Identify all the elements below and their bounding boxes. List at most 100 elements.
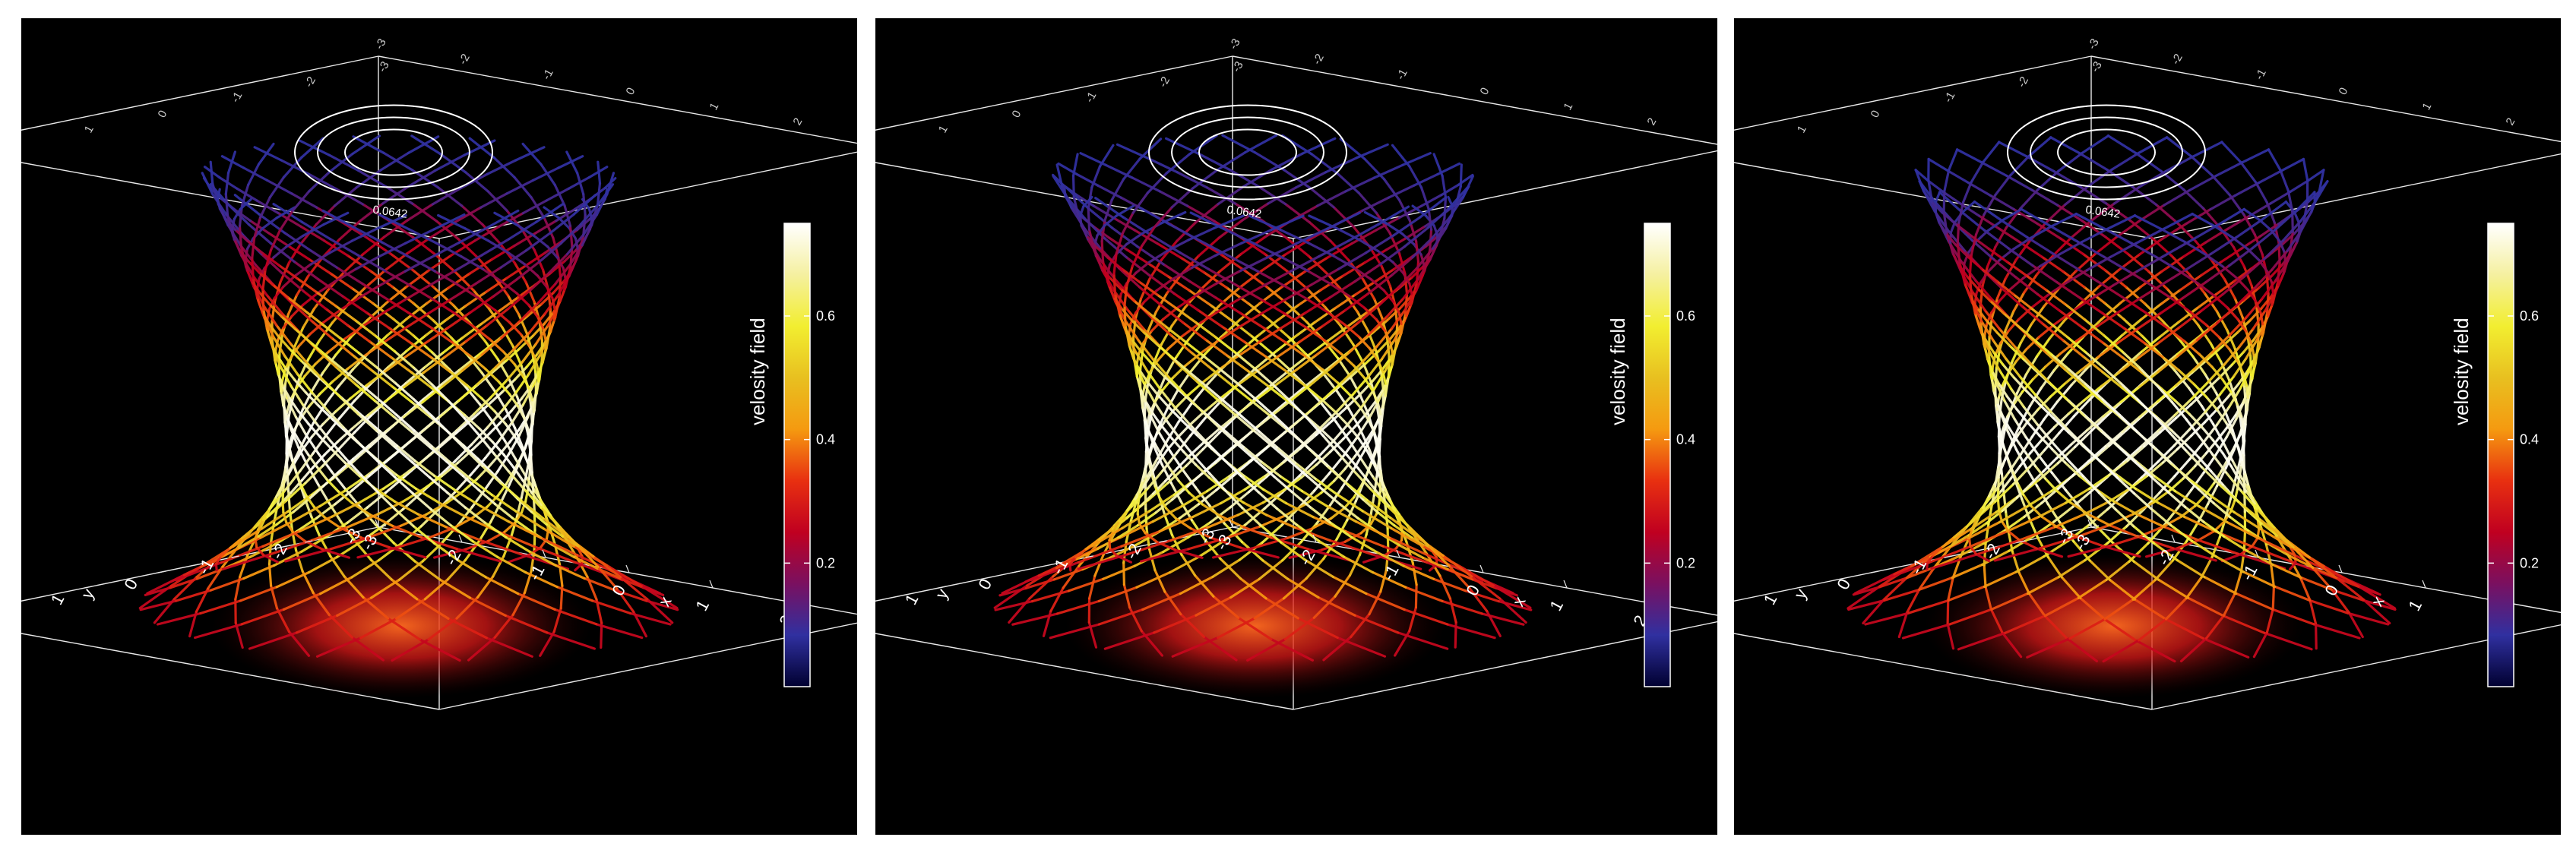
streamline-segment xyxy=(1953,525,1968,539)
streamline-segment xyxy=(2191,141,2223,158)
streamline-segment xyxy=(1171,266,1194,281)
streamline-segment xyxy=(2067,368,2087,386)
streamline-segment xyxy=(1228,168,1260,188)
streamline-segment xyxy=(2049,224,2079,243)
streamline-segment xyxy=(238,225,242,248)
streamline-segment xyxy=(1198,539,1225,558)
streamline-segment xyxy=(2188,412,2204,429)
streamline-segment xyxy=(1140,222,1163,235)
streamline-segment xyxy=(391,285,415,305)
streamline-segment xyxy=(1390,256,1414,277)
streamline-segment xyxy=(455,548,502,563)
streamline-segment xyxy=(1968,253,1973,276)
streamline-segment xyxy=(1011,612,1059,626)
streamline-segment xyxy=(2215,406,2231,426)
streamline-segment xyxy=(530,510,549,526)
streamline-segment xyxy=(619,576,649,601)
streamline-segment xyxy=(524,281,536,303)
streamline-segment xyxy=(251,257,255,280)
top-y-tick-label: 2 xyxy=(21,139,23,150)
streamline-segment xyxy=(556,274,571,296)
streamline-segment xyxy=(2050,471,2068,491)
streamline-segment xyxy=(1115,204,1135,217)
streamline-segment xyxy=(2081,220,2107,239)
streamline-segment xyxy=(1201,353,1222,371)
streamline-segment xyxy=(2042,457,2059,473)
streamline-segment xyxy=(414,487,441,504)
streamline-segment xyxy=(2264,543,2273,567)
streamline-segment xyxy=(534,220,558,235)
top-y-tick-label: -1 xyxy=(229,90,245,105)
streamline-segment xyxy=(1201,503,1221,517)
streamline-segment xyxy=(395,473,418,491)
streamline-segment xyxy=(1388,341,1394,355)
streamline-segment xyxy=(1176,371,1191,392)
streamline-segment xyxy=(2070,297,2093,314)
streamline-segment xyxy=(487,239,510,254)
streamline-segment xyxy=(216,197,221,210)
streamline-segment xyxy=(513,362,524,378)
streamline-segment xyxy=(2057,558,2087,579)
streamline-segment xyxy=(386,350,407,369)
streamline-segment xyxy=(2153,415,2172,434)
streamline-segment xyxy=(2087,513,2112,527)
streamline-segment xyxy=(1122,561,1125,586)
streamline-segment xyxy=(1380,264,1392,288)
streamline-segment xyxy=(1169,467,1180,482)
streamline-segment xyxy=(1918,576,1954,591)
streamline-segment xyxy=(430,445,452,464)
streamline-segment xyxy=(1968,273,1973,295)
streamline-segment xyxy=(248,223,273,245)
streamline-segment xyxy=(2011,469,2019,485)
streamline-segment xyxy=(2024,389,2041,406)
streamline-segment xyxy=(272,203,303,223)
streamline-segment xyxy=(2185,576,2203,599)
streamline-segment xyxy=(2302,199,2309,223)
streamline-segment xyxy=(429,476,449,494)
streamline-segment xyxy=(2007,453,2022,474)
streamline-segment xyxy=(568,225,574,248)
streamline-segment xyxy=(2064,461,2081,477)
streamline-segment xyxy=(1236,341,1260,358)
streamline-segment xyxy=(2139,430,2160,449)
streamline-segment xyxy=(469,295,495,314)
streamline-segment xyxy=(343,325,364,341)
streamline-segment xyxy=(383,356,406,373)
streamline-segment xyxy=(2261,323,2264,337)
streamline-segment xyxy=(1948,608,1993,626)
streamline-segment xyxy=(275,353,286,369)
streamline-segment xyxy=(2037,323,2055,339)
streamline-segment xyxy=(1353,365,1366,380)
streamline-segment xyxy=(2217,482,2240,504)
streamline-segment xyxy=(2233,510,2263,531)
streamline-segment xyxy=(1266,286,1290,306)
streamline-segment xyxy=(1306,288,1327,309)
streamline-segment xyxy=(1141,467,1147,482)
streamline-segment xyxy=(1274,415,1294,434)
streamline-segment xyxy=(2362,599,2397,611)
streamline-segment xyxy=(2051,236,2072,257)
streamline-segment xyxy=(1098,144,1115,168)
streamline-segment xyxy=(1147,381,1160,396)
streamline-segment xyxy=(540,163,556,186)
streamline-segment xyxy=(2119,286,2142,305)
streamline-segment xyxy=(1415,269,1426,292)
streamline-segment xyxy=(2036,169,2060,191)
streamline-segment xyxy=(1284,501,1315,519)
streamline-segment xyxy=(554,564,586,580)
streamline-segment xyxy=(1197,311,1219,326)
y-tick xyxy=(1085,555,1093,558)
streamline-segment xyxy=(1357,335,1372,350)
streamline-segment xyxy=(1361,196,1391,212)
streamline-segment xyxy=(2244,330,2253,345)
streamline-segment xyxy=(2012,236,2033,251)
streamline-segment xyxy=(2050,353,2070,371)
streamline-segment xyxy=(1328,351,1351,371)
streamline-segment xyxy=(2204,396,2219,412)
streamline-segment xyxy=(1416,258,1432,281)
streamline-segment xyxy=(1382,178,1401,201)
streamline-segment xyxy=(2357,585,2397,610)
streamline-segment xyxy=(2169,462,2191,481)
streamline-segment xyxy=(432,299,457,315)
streamline-segment xyxy=(1270,351,1291,371)
